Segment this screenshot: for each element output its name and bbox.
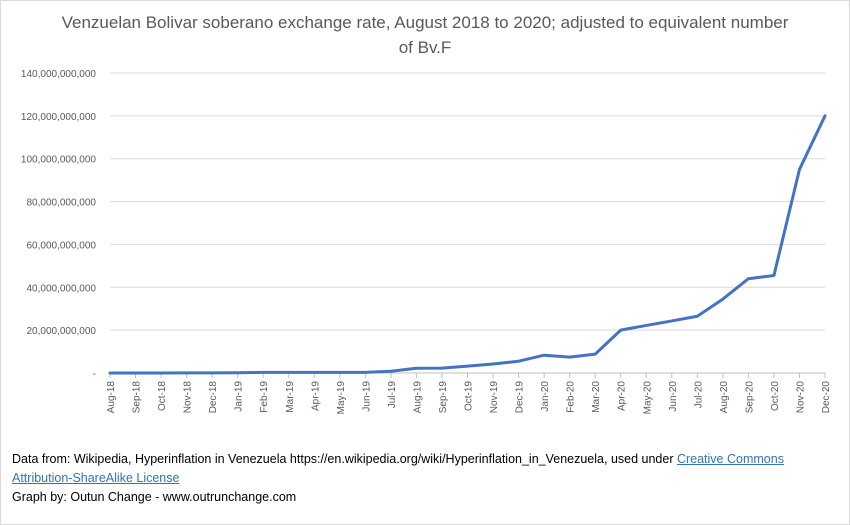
y-tick-label: 140,000,000,000 xyxy=(21,69,97,80)
x-tick-label: Jan-20 xyxy=(540,381,551,412)
x-tick-label: Jun-19 xyxy=(361,381,372,412)
x-tick-label: May-20 xyxy=(642,381,653,415)
line-chart: - 20,000,000,000 40,000,000,000 60,000,000,… xyxy=(21,69,832,415)
x-tick-label: Nov-18 xyxy=(183,381,194,414)
x-tick-label: Feb-20 xyxy=(566,381,577,413)
y-tick-label: 20,000,000,000 xyxy=(26,326,96,337)
x-tick-label: Oct-19 xyxy=(464,381,475,411)
x-tick-label: Apr-19 xyxy=(310,381,321,411)
x-tick-label: Oct-18 xyxy=(157,381,168,411)
x-tick-label: Mar-20 xyxy=(591,381,602,413)
chart-title: Venzuelan Bolivar soberano exchange rate… xyxy=(61,13,789,57)
x-tick-label: Oct-20 xyxy=(770,381,781,411)
x-tick-label: Dec-19 xyxy=(515,381,526,414)
source-text: Data from: Wikipedia, Hyperinflation in … xyxy=(12,452,677,466)
y-tick-label: 100,000,000,000 xyxy=(21,155,97,166)
license-link[interactable]: Creative Commons Attribution-ShareAlike … xyxy=(12,452,784,485)
x-tick-label: Sep-19 xyxy=(438,381,449,414)
y-tick-label: 120,000,000,000 xyxy=(21,112,97,123)
x-tick-label: Jul-19 xyxy=(387,381,398,409)
y-tick-label: 80,000,000,000 xyxy=(26,198,96,209)
x-tick-label: Mar-19 xyxy=(285,381,296,413)
x-tick-label: Feb-19 xyxy=(259,381,270,413)
x-tick-label: Sep-20 xyxy=(744,381,755,414)
credit-text: Graph by: Outun Change - www.outrunchang… xyxy=(12,490,297,504)
x-tick-label: Apr-20 xyxy=(617,381,628,411)
x-tick-label: Aug-19 xyxy=(412,381,423,414)
x-tick-label: Jun-20 xyxy=(668,381,679,412)
y-tick-label: 60,000,000,000 xyxy=(26,240,96,251)
x-tick-label: Sep-18 xyxy=(132,381,143,414)
x-tick-label: Jul-20 xyxy=(693,381,704,409)
x-tick-label: Dec-18 xyxy=(208,381,219,414)
x-tick-label: Jan-19 xyxy=(234,381,245,412)
y-tick-label: - xyxy=(93,369,96,380)
x-tick-label: Nov-19 xyxy=(489,381,500,414)
x-tick-label: May-19 xyxy=(336,381,347,415)
x-tick-label: Aug-18 xyxy=(106,381,117,414)
x-tick-label: Nov-20 xyxy=(795,381,806,414)
x-tick-label: Dec-20 xyxy=(821,381,832,414)
chart-footer: Data from: Wikipedia, Hyperinflation in … xyxy=(12,450,832,507)
y-tick-label: 40,000,000,000 xyxy=(26,283,96,294)
x-tick-label: Aug-20 xyxy=(719,381,730,414)
